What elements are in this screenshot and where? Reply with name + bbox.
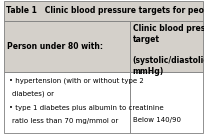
Bar — [130, 21, 203, 72]
Text: • hypertension (with or without type 2: • hypertension (with or without type 2 — [9, 77, 144, 84]
Text: Person under 80 with:: Person under 80 with: — [7, 42, 103, 51]
Bar — [4, 1, 203, 21]
Text: ratio less than 70 mg/mmol or: ratio less than 70 mg/mmol or — [12, 118, 119, 124]
Text: • type 1 diabetes plus albumin to creatinine: • type 1 diabetes plus albumin to creati… — [9, 105, 163, 111]
Text: diabetes) or: diabetes) or — [12, 90, 54, 97]
Text: Table 1   Clinic blood pressure targets for people aged unde: Table 1 Clinic blood pressure targets fo… — [6, 6, 204, 15]
Text: Below 140/90: Below 140/90 — [133, 117, 181, 123]
Bar — [4, 21, 130, 72]
Bar — [130, 72, 203, 133]
Bar — [4, 72, 130, 133]
Text: Clinic blood press
target

(systolic/diastolic
mmHg): Clinic blood press target (systolic/dias… — [133, 24, 204, 76]
